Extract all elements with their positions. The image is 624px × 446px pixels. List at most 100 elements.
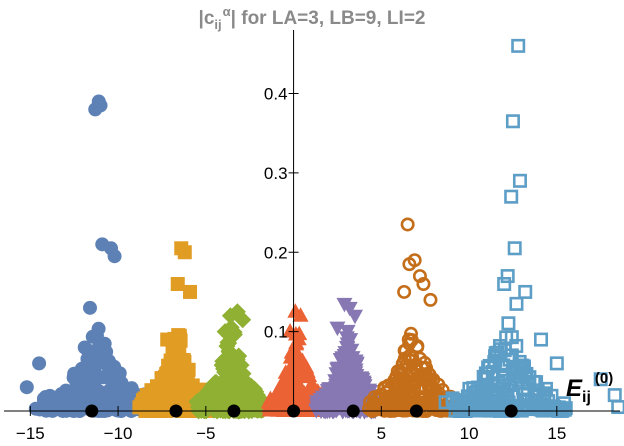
- series-7-point: [474, 399, 489, 414]
- series-1-point: [68, 400, 83, 415]
- chart-title: |cijα| for LA=3, LB=9, LI=2: [199, 4, 426, 32]
- series-6-point: [417, 355, 432, 370]
- series-6-point: [403, 353, 418, 368]
- series-2-point: [177, 245, 192, 260]
- series-4-point: [292, 307, 309, 322]
- series-7-point: [470, 401, 485, 416]
- series-1-point: [93, 98, 108, 113]
- series-1-point: [102, 371, 117, 386]
- series-1-point: [77, 340, 92, 355]
- reference-point: [85, 404, 99, 418]
- series-6-point: [412, 269, 427, 284]
- series-7-point: [478, 366, 493, 381]
- series-2-point: [183, 284, 198, 299]
- reference-point: [169, 404, 183, 418]
- series-2-point: [170, 277, 185, 291]
- series-6-point: [398, 343, 413, 358]
- series-3-point: [204, 376, 222, 394]
- series-3-point: [225, 323, 243, 341]
- series-7-point: [490, 400, 505, 415]
- axes-layer: −15 −10 −5 5 10 15 0.1 0.2 0.3 0.4: [4, 30, 620, 443]
- series-6-point: [377, 380, 392, 395]
- series-4-point: [301, 367, 318, 382]
- series-2-point: [154, 399, 169, 414]
- series-5-point: [352, 371, 369, 386]
- y-tick-label: 0.4: [264, 85, 288, 104]
- series-7-point: [536, 386, 551, 401]
- series-7-point: [545, 402, 560, 417]
- x-tick-label: 5: [377, 424, 386, 443]
- series-5-point: [341, 301, 358, 317]
- reference-point: [504, 404, 518, 418]
- series-7-point: [509, 296, 524, 311]
- series-2-point: [147, 384, 162, 399]
- x-tick-label: −5: [196, 424, 215, 443]
- reference-points-layer: [85, 404, 518, 418]
- series-6-point: [426, 372, 441, 387]
- series-7-point: [500, 269, 515, 284]
- series-4-point: [274, 378, 291, 394]
- series-5-point: [344, 351, 361, 366]
- series-6-point: [416, 276, 431, 291]
- series-5-point: [343, 343, 360, 359]
- series-6-point: [397, 284, 412, 299]
- series-1-point: [82, 300, 97, 315]
- series-7-point: [501, 316, 516, 331]
- series-7-point: [497, 370, 512, 385]
- series-7-point: [607, 388, 622, 403]
- series-3-point: [240, 401, 258, 419]
- series-5-point: [346, 309, 363, 325]
- series-1: [19, 94, 162, 418]
- series-3-point: [216, 323, 234, 341]
- series-6: [362, 217, 466, 418]
- series-1-point: [99, 344, 114, 359]
- series-1-point: [80, 352, 95, 367]
- x-tick-label: 15: [547, 424, 566, 443]
- series-6-point: [402, 257, 417, 272]
- x-axis-label-main: E: [566, 375, 583, 402]
- reference-point: [346, 404, 360, 418]
- series-6-point: [396, 355, 411, 370]
- series-5-point: [329, 321, 346, 337]
- series-1-point: [32, 356, 47, 371]
- series-5-point: [331, 400, 348, 415]
- y-tick-label: 0.3: [264, 164, 288, 183]
- series-6-point: [423, 292, 438, 307]
- chart-title-suffix: | for LA=3, LB=9, LI=2: [231, 8, 426, 29]
- series-6-point: [407, 373, 422, 388]
- series-6-point: [426, 382, 441, 397]
- reference-point: [409, 404, 423, 418]
- series-7-point: [504, 189, 519, 204]
- series-4-point: [291, 386, 308, 401]
- reference-point: [287, 404, 301, 418]
- series-4-point: [289, 345, 306, 360]
- series-5-point: [342, 333, 359, 348]
- series-2-point: [158, 371, 173, 386]
- y-tick-label: 0.1: [264, 323, 288, 342]
- series-7-point: [505, 114, 520, 129]
- series-6-point: [400, 217, 415, 232]
- series-5-point: [339, 379, 356, 394]
- x-axis-label-superscript: (0): [595, 370, 613, 387]
- series-2-point: [173, 333, 188, 348]
- series-7-point: [511, 38, 526, 53]
- series-6-point: [402, 336, 417, 351]
- series-7-point: [512, 173, 527, 188]
- series-3: [188, 303, 276, 420]
- series-7-point: [502, 352, 517, 367]
- x-tick-label: −10: [104, 424, 133, 443]
- series-3-point: [234, 311, 252, 329]
- series-1-point: [85, 329, 100, 344]
- x-tick-label: −15: [16, 424, 45, 443]
- series-1-point: [107, 249, 122, 264]
- x-tick-label: 10: [460, 424, 479, 443]
- series-4-point: [288, 334, 305, 350]
- series-7-point: [497, 276, 512, 291]
- series-2-point: [168, 354, 183, 369]
- series-4-point: [265, 400, 282, 416]
- series-3-point: [217, 381, 235, 399]
- x-axis-label-subscript: ij: [582, 389, 591, 406]
- series-7-point: [507, 241, 522, 256]
- series-1-point: [107, 399, 122, 414]
